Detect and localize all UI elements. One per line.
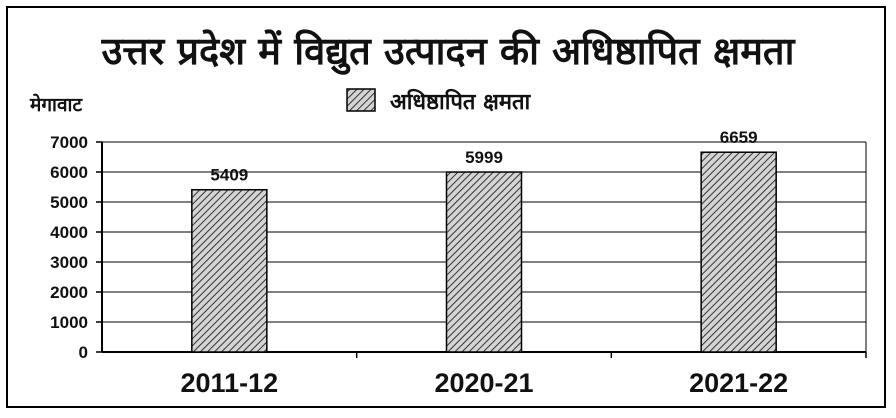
data-label: 6659	[720, 128, 758, 147]
legend-swatch	[346, 88, 376, 112]
y-tick-label: 0	[79, 343, 88, 362]
y-tick-label: 4000	[50, 223, 88, 242]
x-tick-label: 2021-22	[689, 368, 788, 398]
chart-title: उत्तर प्रदेश में विद्युत उत्पादन की अधिष…	[101, 29, 796, 75]
y-tick-label: 2000	[50, 283, 88, 302]
data-label: 5409	[210, 166, 248, 185]
data-label: 5999	[465, 148, 503, 167]
y-tick-label: 1000	[50, 313, 88, 332]
y-tick-label: 7000	[50, 133, 88, 152]
bar	[191, 188, 268, 353]
bar	[445, 171, 523, 353]
y-axis-unit-label: मेगावाट	[29, 93, 83, 116]
plot-area: 0 1000 2000 3000 4000 5000 6000 7000 5409 2011-12…	[50, 128, 867, 398]
legend: अधिष्ठापित क्षमता	[346, 88, 532, 115]
y-tick-label: 3000	[50, 253, 88, 272]
x-tick-label: 2011-12	[181, 368, 279, 398]
x-tick-label: 2020-21	[434, 368, 533, 398]
legend-label: अधिष्ठापित क्षमता	[390, 88, 532, 115]
bar	[700, 151, 777, 353]
y-tick-label: 5000	[50, 193, 88, 212]
y-tick-label: 6000	[50, 163, 88, 182]
